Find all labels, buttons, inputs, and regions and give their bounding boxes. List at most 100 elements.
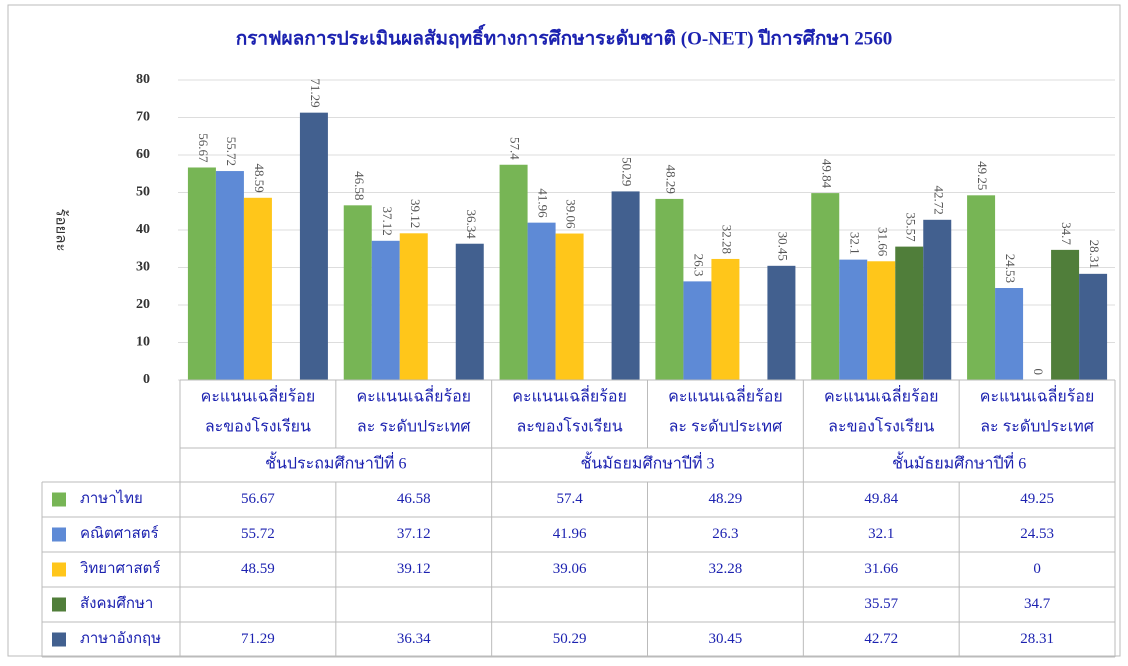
x-tick-label: ละของโรงเรียน	[828, 417, 934, 436]
data-label: 48.59	[252, 164, 267, 193]
bar	[923, 219, 952, 380]
table-cell: 31.66	[864, 561, 898, 577]
y-tick-label: 30	[136, 260, 150, 275]
x-tick-label: คะแนนเฉลี่ยร้อย	[980, 385, 1095, 406]
data-label: 46.58	[352, 171, 367, 200]
table-cell: 32.28	[709, 561, 743, 577]
data-label: 28.31	[1087, 240, 1102, 269]
bar	[967, 195, 996, 380]
group-label: ชั้นมัธยมศึกษาปีที่ 3	[580, 452, 714, 473]
bar	[895, 246, 924, 380]
table-cell: 42.72	[864, 631, 898, 647]
data-label: 35.57	[903, 212, 918, 242]
data-label: 32.28	[719, 225, 734, 254]
bar	[215, 171, 244, 380]
table-cell: 46.58	[397, 491, 431, 507]
data-label: 42.72	[931, 186, 946, 215]
table-cell: 26.3	[712, 526, 738, 542]
legend-swatch	[52, 632, 66, 647]
bar	[867, 261, 896, 380]
bar	[555, 233, 584, 380]
table-cell: 0	[1033, 561, 1041, 577]
data-label: 37.12	[380, 207, 395, 236]
data-label: 49.84	[819, 159, 834, 189]
data-label: 0	[1031, 369, 1046, 376]
table-cell: 57.4	[556, 491, 583, 507]
data-label: 41.96	[536, 188, 551, 218]
y-tick-label: 70	[136, 110, 150, 125]
y-tick-label: 0	[143, 372, 150, 387]
y-tick-label: 40	[136, 222, 150, 237]
legend-swatch	[52, 492, 66, 507]
bar	[683, 281, 712, 380]
bar	[299, 112, 328, 380]
bar	[995, 288, 1024, 380]
data-label: 49.25	[975, 161, 990, 190]
y-axis-label: ร้อยละ	[53, 208, 70, 251]
legend-label: ภาษาไทย	[80, 489, 143, 507]
legend-label: วิทยาศาสตร์	[79, 560, 160, 577]
bar	[655, 198, 684, 380]
legend-swatch	[52, 562, 66, 577]
data-label: 57.4	[508, 137, 523, 160]
legend-swatch	[52, 527, 66, 542]
data-label: 26.3	[691, 254, 706, 277]
data-label: 34.7	[1059, 222, 1074, 245]
y-tick-label: 60	[136, 147, 150, 162]
table-cell: 71.29	[241, 631, 275, 647]
bar	[499, 164, 528, 380]
data-label: 32.1	[847, 232, 862, 255]
x-tick-label: ละ ระดับประเทศ	[357, 419, 471, 436]
bar	[527, 222, 556, 380]
table-cell: 49.25	[1020, 491, 1054, 507]
data-label: 56.67	[196, 133, 211, 163]
data-label: 48.29	[663, 165, 678, 194]
table-cell: 36.34	[397, 631, 431, 647]
x-tick-label: ละ ระดับประเทศ	[980, 419, 1094, 436]
data-label: 36.34	[464, 209, 479, 239]
table-cell: 55.72	[241, 526, 275, 542]
x-tick-label: คะแนนเฉลี่ยร้อย	[824, 385, 939, 406]
bar	[839, 259, 868, 380]
bar	[767, 265, 796, 380]
y-tick-label: 80	[136, 72, 150, 87]
data-label: 39.06	[564, 199, 579, 229]
bar	[811, 193, 840, 380]
data-label: 55.72	[224, 137, 239, 166]
bar	[371, 240, 400, 380]
y-tick-label: 10	[136, 335, 150, 350]
table-cell: 35.57	[864, 596, 898, 612]
legend-label: สังคมศึกษา	[80, 595, 153, 612]
data-label: 39.12	[408, 199, 423, 228]
table-cell: 39.12	[397, 561, 431, 577]
table-cell: 30.45	[709, 631, 743, 647]
bar	[343, 205, 372, 380]
table-cell: 49.84	[864, 491, 898, 507]
x-tick-label: ละของโรงเรียน	[517, 417, 623, 436]
bar	[455, 243, 484, 380]
y-tick-label: 50	[136, 185, 150, 200]
table-cell: 28.31	[1020, 631, 1054, 647]
group-label: ชั้นมัธยมศึกษาปีที่ 6	[892, 452, 1026, 473]
chart-title: กราฟผลการประเมินผลสัมฤทธิ์ทางการศึกษาระด…	[236, 23, 893, 49]
x-tick-label: ละ ระดับประเทศ	[669, 419, 783, 436]
x-tick-label: คะแนนเฉลี่ยร้อย	[668, 385, 783, 406]
x-tick-label: คะแนนเฉลี่ยร้อย	[356, 385, 471, 406]
bar	[1079, 273, 1108, 380]
data-label: 30.45	[775, 232, 790, 261]
table-cell: 48.29	[709, 491, 743, 507]
data-label: 24.53	[1003, 254, 1018, 283]
x-tick-label: ละของโรงเรียน	[205, 417, 311, 436]
bar	[399, 233, 428, 380]
table-cell: 39.06	[553, 561, 587, 577]
table-cell: 56.67	[241, 491, 275, 507]
table-cell: 32.1	[868, 526, 894, 542]
legend-label: คณิตศาสตร์	[80, 525, 159, 542]
table-cell: 37.12	[397, 526, 431, 542]
x-tick-label: คะแนนเฉลี่ยร้อย	[512, 385, 627, 406]
table-cell: 34.7	[1024, 596, 1051, 612]
x-tick-label: คะแนนเฉลี่ยร้อย	[201, 385, 316, 406]
legend-label: ภาษาอังกฤษ	[80, 631, 161, 647]
legend-swatch	[52, 597, 66, 612]
